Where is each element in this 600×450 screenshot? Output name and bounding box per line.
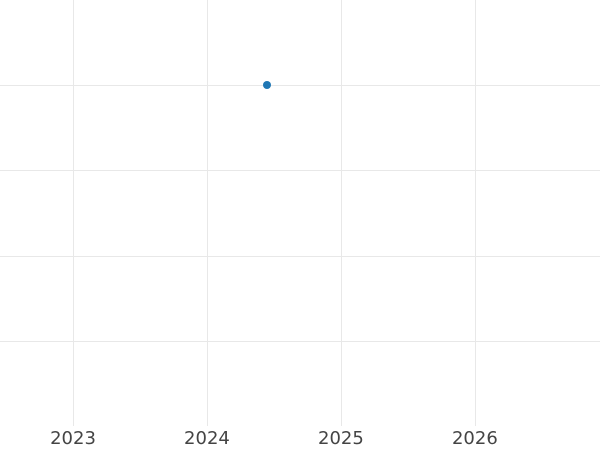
v-gridline — [340, 0, 342, 426]
v-gridline — [206, 0, 208, 426]
x-tick-label: 2024 — [184, 428, 230, 449]
v-gridline — [73, 0, 74, 426]
h-gridline — [0, 85, 600, 87]
v-gridline — [474, 0, 476, 426]
h-gridline — [0, 255, 600, 257]
x-tick-label: 2023 — [50, 428, 96, 449]
h-gridline — [0, 340, 600, 342]
x-tick-label: 2025 — [318, 428, 364, 449]
h-gridline — [0, 170, 600, 172]
x-tick-label: 2026 — [451, 428, 498, 449]
plot-area — [0, 0, 600, 426]
data-point[interactable] — [263, 81, 272, 90]
